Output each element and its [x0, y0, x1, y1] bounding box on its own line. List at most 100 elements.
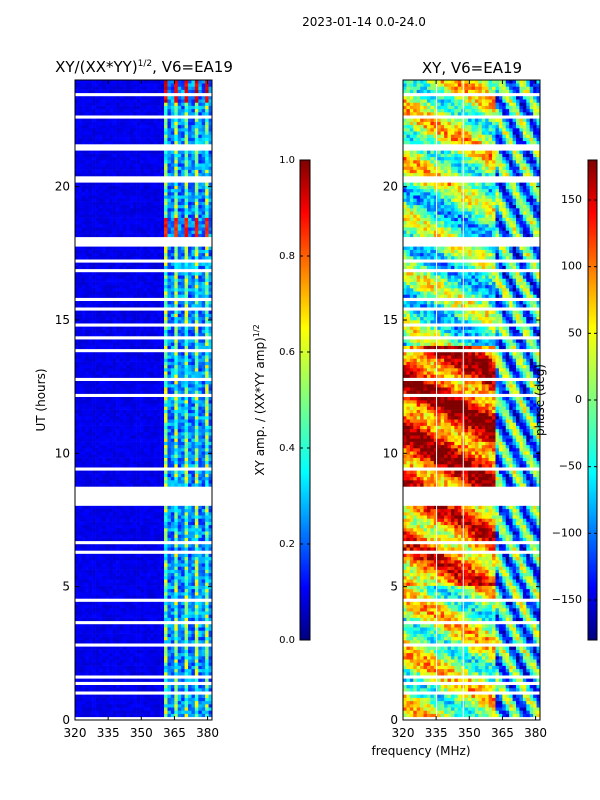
- amp-heatmap-cell: [205, 396, 209, 401]
- amp-heatmap-cell: [188, 547, 192, 551]
- amp-heatmap-cell: [205, 694, 209, 698]
- amp-heatmap-cell: [75, 694, 79, 698]
- amp-heatmap-cell: [188, 553, 192, 558]
- amp-heatmap-cell: [129, 451, 134, 455]
- amp-heatmap-cell: [105, 310, 110, 314]
- amp-heatmap-cell: [122, 633, 127, 638]
- amp-heatmap-cell: [98, 531, 103, 535]
- amp-heatmap-cell: [78, 284, 83, 289]
- amp-heatmap-cell: [188, 460, 192, 465]
- amp-heatmap-cell: [208, 547, 212, 551]
- amp-heatmap-cell: [205, 569, 209, 574]
- amp-heatmap-cell: [133, 713, 137, 718]
- amp-heatmap-cell: [140, 294, 144, 298]
- amp-heatmap-cell: [208, 665, 212, 670]
- amp-heatmap-cell: [75, 275, 79, 279]
- amp-heatmap-cell: [92, 448, 96, 452]
- amp-heatmap-cell: [136, 294, 141, 298]
- amp-heatmap-cell: [136, 416, 141, 420]
- amp-heatmap-cell: [167, 697, 172, 702]
- amp-heatmap-cell: [88, 412, 93, 417]
- amp-heatmap-cell: [201, 412, 206, 417]
- amp-heatmap-cell: [95, 524, 100, 529]
- amp-heatmap-cell: [109, 451, 113, 455]
- amp-heatmap-cell: [150, 553, 155, 558]
- amp-heatmap-cell: [105, 288, 110, 292]
- amp-heatmap-cell: [184, 326, 189, 330]
- amp-heatmap-cell: [170, 313, 175, 318]
- amp-heatmap-cell: [119, 416, 124, 420]
- amp-heatmap-cell: [205, 275, 209, 279]
- amp-heatmap-cell: [194, 464, 199, 468]
- amp-heatmap-cell: [81, 310, 86, 314]
- amp-heatmap-cell: [150, 665, 155, 670]
- amp-heatmap-cell: [102, 412, 107, 417]
- amp-heatmap-cell: [126, 278, 131, 282]
- amp-heatmap-cell: [112, 326, 117, 330]
- amp-heatmap-cell: [177, 512, 182, 516]
- amp-heatmap-cell: [160, 553, 165, 558]
- amp-heatmap-cell: [198, 569, 203, 574]
- amp-heatmap-cell: [140, 556, 144, 561]
- amp-heatmap-cell: [184, 592, 189, 596]
- amp-heatmap-cell: [184, 380, 189, 385]
- amp-heatmap-cell: [105, 320, 110, 324]
- amp-heatmap-cell: [181, 684, 185, 689]
- amp-heatmap-cell: [116, 601, 120, 606]
- amp-heatmap-cell: [98, 582, 103, 586]
- amp-heatmap-cell: [194, 448, 199, 452]
- amp-heatmap-cell: [198, 604, 203, 609]
- amp-heatmap-cell: [150, 582, 155, 586]
- amp-heatmap-cell: [102, 505, 107, 510]
- amp-heatmap-cell: [146, 480, 151, 484]
- amp-heatmap-cell: [157, 358, 161, 362]
- amp-heatmap-cell: [140, 624, 144, 628]
- amp-heatmap-cell: [88, 387, 93, 391]
- amp-heatmap-cell: [116, 256, 120, 260]
- amp-heatmap-cell: [126, 646, 131, 650]
- amp-heatmap-cell: [174, 473, 179, 478]
- amp-heatmap-cell: [81, 684, 86, 689]
- amp-heatmap-cell: [109, 547, 113, 551]
- amp-heatmap-cell: [181, 688, 185, 692]
- amp-heatmap-cell: [109, 281, 113, 286]
- amp-heatmap-cell: [157, 288, 161, 292]
- amp-heatmap-cell: [81, 230, 86, 234]
- amp-heatmap-cell: [170, 566, 175, 570]
- amp-heatmap-cell: [198, 390, 203, 394]
- amp-heatmap-cell: [133, 662, 137, 666]
- amp-heatmap-cell: [150, 249, 155, 254]
- amp-heatmap-cell: [88, 284, 93, 289]
- amp-heatmap-cell: [201, 454, 206, 458]
- amp-heatmap-cell: [105, 636, 110, 641]
- amp-heatmap-cell: [129, 400, 134, 404]
- amp-heatmap-cell: [150, 313, 155, 318]
- amp-heatmap-cell: [95, 403, 100, 407]
- amp-heatmap-cell: [92, 390, 96, 394]
- amp-heatmap-cell: [164, 358, 168, 362]
- amp-heatmap-cell: [75, 672, 79, 676]
- amp-heatmap-cell: [109, 697, 113, 702]
- amp-heatmap-cell: [116, 713, 120, 718]
- amp-heatmap-cell: [167, 384, 172, 388]
- amp-heatmap-cell: [116, 246, 120, 250]
- amp-heatmap-cell: [184, 358, 189, 362]
- amp-heatmap-cell: [98, 553, 103, 558]
- amp-heatmap-cell: [181, 636, 185, 641]
- amp-heatmap-cell: [174, 608, 179, 612]
- amp-heatmap-cell: [150, 320, 155, 324]
- amp-heatmap-cell: [116, 374, 120, 378]
- amp-heatmap-cell: [75, 649, 79, 654]
- amp-heatmap-cell: [157, 329, 161, 334]
- amp-heatmap-cell: [119, 710, 124, 714]
- amp-heatmap-cell: [150, 672, 155, 676]
- amp-heatmap-cell: [98, 262, 103, 266]
- amp-heatmap-cell: [75, 300, 79, 305]
- amp-heatmap-cell: [88, 352, 93, 356]
- amp-heatmap-cell: [102, 707, 107, 711]
- amp-heatmap-cell: [208, 556, 212, 561]
- amp-heatmap-cell: [129, 556, 134, 561]
- amp-heatmap-cell: [126, 448, 131, 452]
- amp-heatmap-cell: [143, 339, 148, 343]
- amp-heatmap-cell: [201, 649, 206, 654]
